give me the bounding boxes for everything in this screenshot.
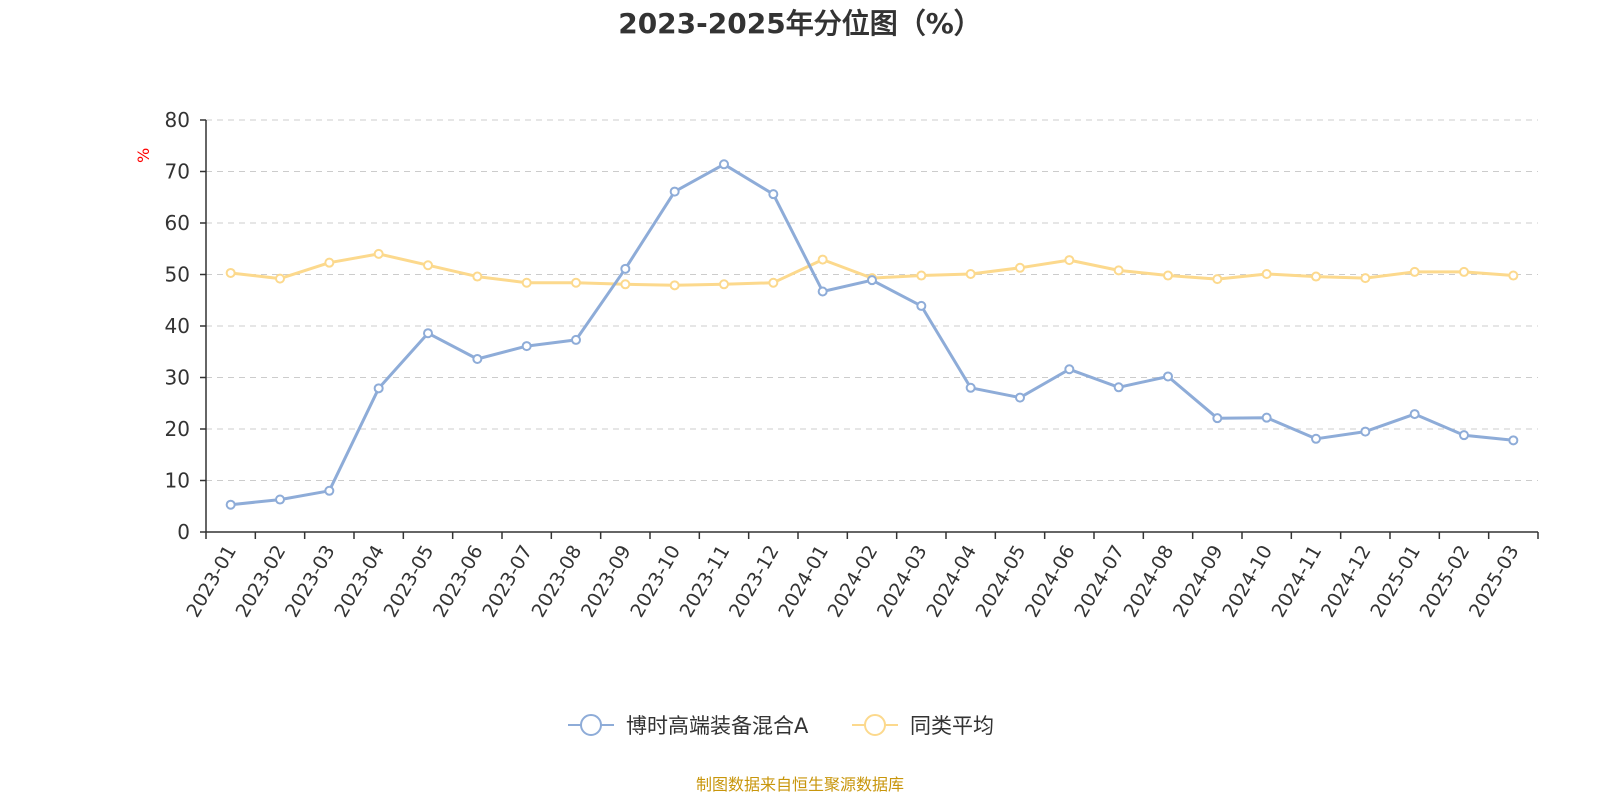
- data-point: [1015, 392, 1025, 403]
- data-point: [324, 485, 335, 496]
- data-point: [1163, 371, 1173, 382]
- data-point: [916, 270, 927, 281]
- data-point: [620, 279, 631, 290]
- data-point: [373, 248, 384, 259]
- data-point: [620, 263, 631, 274]
- data-point: [571, 334, 581, 345]
- legend-label: 博时高端装备混合A: [626, 714, 809, 738]
- data-point: [571, 277, 581, 288]
- data-point: [867, 275, 877, 286]
- data-point: [225, 499, 236, 510]
- data-point: [521, 341, 532, 352]
- legend-marker-icon: [864, 714, 886, 736]
- data-point: [1113, 382, 1124, 393]
- y-tick-label: 10: [165, 469, 190, 493]
- data-point: [669, 280, 680, 291]
- data-point: [1360, 273, 1371, 284]
- y-tick-label: 20: [165, 417, 190, 441]
- y-tick-label: 40: [165, 314, 190, 338]
- data-point: [1459, 430, 1469, 441]
- y-tick-label: 60: [165, 211, 190, 235]
- data-point: [965, 382, 976, 393]
- legend-marker-icon: [580, 714, 602, 736]
- data-point: [1508, 435, 1519, 446]
- y-tick-label: 0: [177, 520, 190, 544]
- legend[interactable]: 博时高端装备混合A 同类平均: [568, 714, 994, 738]
- data-point: [719, 159, 729, 170]
- y-tick-label: 80: [165, 108, 190, 132]
- legend-label: 同类平均: [910, 714, 994, 738]
- series-line-0: [230, 162, 1514, 507]
- data-point: [817, 286, 828, 297]
- data-point: [1261, 412, 1272, 423]
- legend-item-1[interactable]: 同类平均: [852, 714, 994, 738]
- y-axis-unit: %: [134, 148, 153, 163]
- data-point: [275, 494, 285, 505]
- data-point: [1409, 266, 1420, 277]
- data-point: [1311, 271, 1321, 282]
- legend-item-0[interactable]: 博时高端装备混合A: [568, 714, 809, 738]
- data-point: [324, 257, 335, 268]
- data-point: [1163, 270, 1173, 281]
- data-point: [965, 268, 976, 279]
- source-note: 制图数据来自恒生聚源数据库: [696, 775, 904, 794]
- data-point: [1261, 268, 1272, 279]
- data-point: [1311, 433, 1321, 444]
- data-point: [423, 328, 433, 339]
- data-point: [719, 279, 729, 290]
- y-tick-label: 70: [165, 160, 190, 184]
- grid-lines: [206, 119, 1538, 481]
- data-point: [1459, 266, 1469, 277]
- data-point: [669, 186, 680, 197]
- data-point: [472, 353, 483, 364]
- data-point: [1360, 426, 1371, 437]
- data-point: [1113, 265, 1124, 276]
- data-point: [1212, 413, 1223, 424]
- data-point: [1409, 409, 1420, 420]
- y-tick-label: 30: [165, 366, 190, 390]
- data-point: [423, 260, 433, 271]
- x-axis-labels: 2023-012023-022023-032023-042023-052023-…: [182, 542, 1523, 622]
- data-point: [373, 383, 384, 394]
- data-point: [472, 271, 483, 282]
- series-layer: [225, 159, 1519, 510]
- data-point: [916, 300, 927, 311]
- data-point: [768, 189, 779, 200]
- data-point: [1064, 255, 1075, 266]
- data-point: [1212, 274, 1223, 285]
- data-point: [817, 254, 828, 265]
- y-tick-label: 50: [165, 263, 190, 287]
- data-point: [1064, 364, 1075, 375]
- data-point: [275, 273, 285, 284]
- axes: [200, 119, 1539, 539]
- data-point: [1015, 262, 1025, 273]
- data-point: [225, 267, 236, 278]
- data-point: [1508, 270, 1519, 281]
- y-axis-labels: 0 10 20 30 40 50 60 70 80: [165, 108, 190, 544]
- chart-title: 2023-2025年分位图（%）: [618, 7, 982, 40]
- data-point: [521, 277, 532, 288]
- data-point: [768, 277, 779, 288]
